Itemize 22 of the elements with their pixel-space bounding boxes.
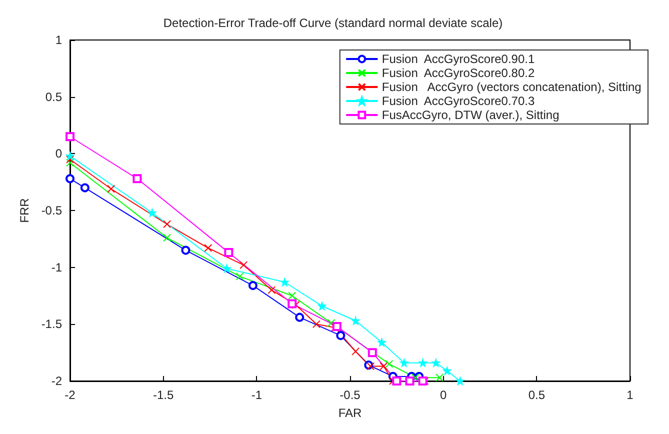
x-tick-label: -2 [64, 388, 76, 402]
legend-label: Fusion AccGyroScore0.70.3 [382, 94, 535, 108]
y-tick-label: -1.5 [41, 317, 62, 332]
y-tick-label: -2 [51, 374, 62, 388]
y-tick-label: -0.5 [41, 204, 62, 218]
y-tick-label: 1 [55, 33, 62, 47]
x-tick-label: 0 [440, 388, 447, 402]
y-tick-label: 0 [55, 146, 62, 161]
y-tick-label: -1 [51, 260, 62, 274]
x-axis-title: FAR [338, 406, 362, 420]
y-tick-label: 0.5 [45, 90, 62, 104]
legend-label: Fusion AccGyro (vectors concatenation), Sitting [382, 80, 642, 94]
y-axis-title: FRR [17, 198, 32, 223]
x-tick-label: 1 [626, 388, 634, 402]
x-tick-label: -1.5 [152, 388, 174, 402]
legend-label: FusAccGyro, DTW (aver.), Sitting [382, 108, 560, 122]
legend-label: Fusion AccGyroScore0.90.1 [382, 52, 535, 66]
legend-label: Fusion AccGyroScore0.80.2 [382, 66, 535, 80]
chart-title: Detection-Error Trade-off Curve (standard normal deviate scale) [163, 16, 503, 30]
x-tick-label: 0.5 [528, 388, 546, 402]
x-tick-label: -0.5 [340, 388, 361, 402]
x-tick-label: -1 [251, 388, 262, 402]
